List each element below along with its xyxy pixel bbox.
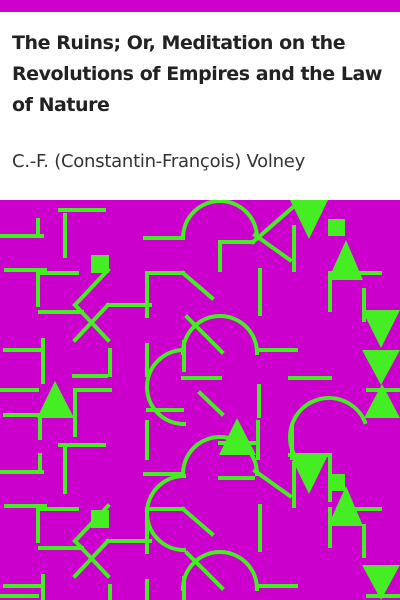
pattern-arc: [180, 314, 260, 356]
pattern-lines: [0, 200, 400, 600]
pattern-triangle: [362, 565, 400, 600]
book-title: The Ruins; Or, Meditation on the Revolut…: [12, 32, 382, 116]
pattern-triangle: [219, 418, 256, 455]
pattern-arc: [145, 347, 187, 427]
pattern-triangle: [328, 240, 363, 280]
pattern-arc: [180, 550, 260, 592]
pattern-triangle: [290, 200, 328, 239]
pattern-square: [91, 255, 109, 273]
pattern-arc: [145, 473, 187, 553]
pattern-line: [197, 390, 225, 417]
pattern-arc: [180, 200, 260, 241]
pattern-line: [72, 538, 111, 579]
cover-pattern: [0, 200, 400, 600]
pattern-square: [91, 510, 109, 528]
pattern-square: [328, 219, 345, 236]
pattern-line: [180, 270, 215, 301]
pattern-square: [328, 474, 345, 491]
pattern-line: [184, 550, 225, 591]
pattern-line: [252, 468, 293, 499]
pattern-line: [72, 267, 111, 308]
pattern-triangle: [290, 455, 328, 494]
pattern-line: [180, 506, 215, 537]
pattern-line: [252, 232, 293, 263]
book-author: C.-F. (Constantin-François) Volney: [12, 151, 306, 172]
pattern-triangle: [328, 486, 363, 526]
pattern-line: [72, 302, 111, 343]
pattern-shapes: [37, 200, 400, 600]
pattern-arc: [180, 435, 260, 477]
pattern-triangle: [362, 310, 400, 348]
pattern-triangle: [362, 350, 400, 385]
pattern-triangle: [364, 384, 400, 418]
pattern-arc: [288, 396, 368, 455]
top-color-bar: [0, 0, 400, 12]
pattern-line: [184, 314, 225, 355]
cover-pattern-art: [0, 200, 400, 600]
pattern-triangle: [37, 381, 74, 418]
